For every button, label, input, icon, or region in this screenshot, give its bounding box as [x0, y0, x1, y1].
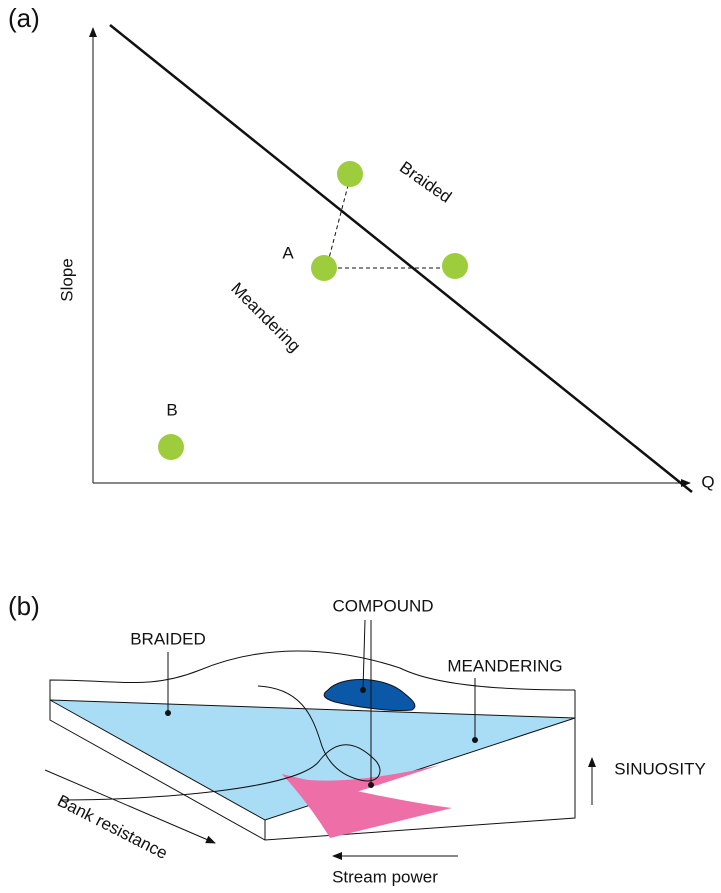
leader-dot [368, 782, 374, 788]
point [442, 253, 468, 279]
diagram: (a) Slope Q A B Braided Meandering (b) C… [0, 0, 721, 893]
point-label: A [282, 243, 294, 262]
leader-dot [360, 687, 366, 693]
point [311, 255, 337, 281]
point [337, 161, 363, 187]
label: Stream power [332, 867, 438, 886]
label: BRAIDED [130, 629, 206, 648]
panel-label: (b) [8, 591, 40, 621]
region-label: Meandering [227, 279, 304, 356]
point-label: B [166, 400, 177, 419]
label: Bank resistance [54, 791, 170, 863]
x-axis-label: Q [701, 472, 714, 491]
leader-dot [165, 710, 171, 716]
compound-lobe [324, 680, 415, 711]
y-axis-label: Slope [57, 258, 76, 301]
threshold-line [110, 25, 692, 492]
point [158, 434, 184, 460]
panel-label: (a) [8, 3, 40, 33]
label: COMPOUND [332, 596, 433, 615]
leader-dot [472, 737, 478, 743]
region-label: Braided [396, 158, 455, 207]
dashed-link [328, 178, 350, 262]
label: SINUOSITY [614, 759, 706, 778]
label: MEANDERING [447, 656, 562, 675]
